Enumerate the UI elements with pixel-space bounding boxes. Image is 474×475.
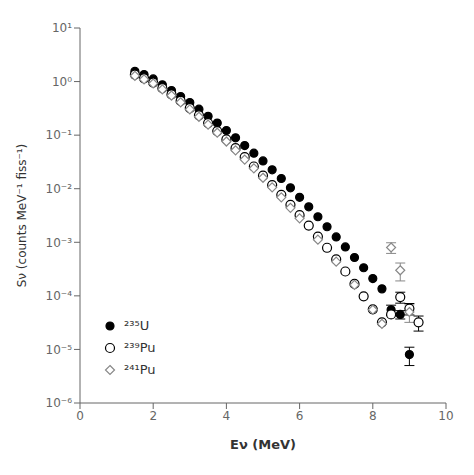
html-text:²³⁹Pu: ²³⁹Pu: [124, 340, 156, 355]
svg-text:Sν (counts MeV⁻¹ fiss⁻¹): Sν (counts MeV⁻¹ fiss⁻¹): [15, 144, 29, 288]
svg-text:10⁻⁵: 10⁻⁵: [46, 343, 73, 357]
svg-text:2: 2: [149, 409, 157, 423]
svg-text:10⁻³: 10⁻³: [46, 236, 73, 250]
svg-text:10⁻⁴: 10⁻⁴: [46, 289, 73, 303]
svg-text:8: 8: [369, 409, 377, 423]
svg-text:10⁰: 10⁰: [52, 75, 72, 89]
svg-text:4: 4: [223, 409, 231, 423]
svg-text:10: 10: [438, 409, 453, 423]
svg-text:10⁻¹: 10⁻¹: [46, 128, 73, 142]
svg-text:10⁻²: 10⁻²: [46, 182, 73, 196]
html-text:²³⁵U: ²³⁵U: [124, 318, 150, 333]
svg-text:10¹: 10¹: [52, 21, 72, 35]
svg-text:0: 0: [76, 409, 84, 423]
svg-text:Eν (MeV): Eν (MeV): [230, 437, 296, 452]
svg-text:6: 6: [296, 409, 304, 423]
html-text:²⁴¹Pu: ²⁴¹Pu: [124, 362, 156, 377]
svg-text:10⁻⁶: 10⁻⁶: [46, 396, 73, 410]
